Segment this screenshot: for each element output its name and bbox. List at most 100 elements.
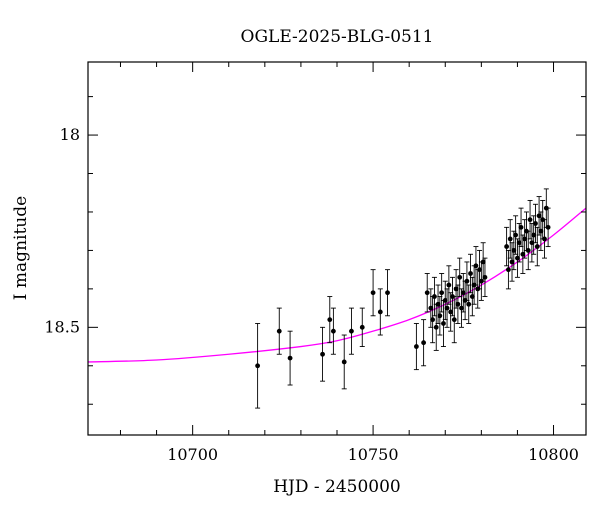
point-marker	[320, 351, 325, 357]
data-point	[448, 292, 454, 332]
point-marker	[473, 263, 479, 269]
point-marker	[442, 298, 448, 303]
point-marker	[444, 305, 450, 311]
point-marker	[446, 282, 452, 288]
y-axis-label: I magnitude	[11, 196, 31, 300]
data-point	[511, 230, 517, 271]
point-marker	[330, 328, 336, 334]
data-point	[385, 269, 391, 317]
data-point	[453, 269, 459, 309]
point-marker	[424, 290, 430, 296]
data-point	[529, 223, 535, 263]
point-marker	[377, 309, 383, 315]
data-point	[514, 238, 520, 278]
point-marker	[451, 317, 457, 323]
data-point	[413, 323, 419, 371]
point-marker	[327, 317, 333, 323]
point-marker	[518, 224, 524, 230]
data-point	[527, 199, 533, 240]
point-marker	[413, 344, 419, 349]
point-marker	[520, 251, 526, 257]
point-marker	[534, 244, 540, 249]
data-point	[507, 219, 513, 259]
point-marker	[359, 324, 365, 330]
point-marker	[453, 286, 459, 292]
data-point	[327, 296, 333, 344]
data-point	[330, 307, 336, 355]
point-marker	[513, 232, 519, 238]
point-marker	[511, 248, 517, 253]
data-point	[459, 288, 464, 328]
data-point	[440, 299, 446, 348]
point-marker	[287, 355, 293, 361]
axis-ticks: 10700 10750 10800 18 18.5 19	[44, 62, 586, 512]
point-marker	[538, 228, 544, 234]
data-point	[468, 253, 474, 294]
data-point	[276, 307, 282, 355]
point-marker	[482, 274, 488, 280]
point-marker	[457, 274, 463, 280]
point-marker	[533, 221, 538, 226]
data-point	[287, 330, 293, 386]
point-marker	[466, 301, 472, 307]
data-point	[348, 307, 354, 355]
point-marker	[428, 305, 434, 311]
point-marker	[529, 240, 535, 246]
point-marker	[531, 232, 537, 238]
point-marker	[477, 267, 482, 273]
point-marker	[469, 294, 475, 299]
point-marker	[341, 359, 347, 365]
data-point	[480, 242, 486, 282]
point-marker	[448, 309, 454, 315]
data-point	[439, 273, 445, 313]
point-marker	[509, 259, 515, 265]
point-marker	[507, 236, 513, 242]
data-point	[430, 296, 436, 344]
point-marker	[460, 290, 466, 296]
chart-title: OGLE-2025-BLG-0511	[241, 27, 434, 47]
model-curve-layer	[88, 207, 586, 363]
data-point	[460, 273, 466, 313]
data-point	[464, 261, 470, 301]
x-tick-label: 10700	[167, 445, 218, 464]
point-marker	[468, 271, 473, 276]
point-marker	[545, 224, 551, 230]
data-point	[505, 249, 511, 290]
data-point	[520, 234, 526, 274]
data-point	[457, 257, 463, 298]
point-marker	[480, 259, 486, 265]
point-marker	[515, 255, 520, 261]
data-point	[482, 257, 488, 298]
point-marker	[506, 267, 511, 273]
point-marker	[255, 363, 261, 369]
data-point	[504, 226, 510, 267]
point-marker	[464, 278, 470, 284]
data-point	[431, 276, 437, 317]
y-tick-label: 18.5	[44, 317, 80, 336]
y-tick-label: 19	[60, 510, 80, 512]
data-point	[473, 246, 479, 286]
data-point	[370, 269, 376, 317]
data-point	[424, 273, 430, 313]
data-point	[433, 303, 439, 351]
model-curve	[88, 207, 586, 363]
plot-frame	[87, 61, 587, 436]
data-point	[421, 319, 427, 367]
data-point	[320, 326, 326, 382]
point-marker	[459, 305, 464, 311]
point-marker	[439, 290, 445, 296]
data-point	[359, 307, 365, 348]
data-point	[341, 334, 347, 390]
point-marker	[525, 248, 531, 253]
point-marker	[542, 236, 547, 242]
data-points-layer	[255, 188, 551, 409]
point-marker	[536, 213, 542, 219]
x-tick-label: 10800	[528, 445, 579, 464]
data-point	[545, 207, 551, 248]
data-point	[377, 288, 383, 336]
data-point	[522, 219, 528, 259]
point-marker	[433, 324, 439, 330]
point-marker	[432, 294, 437, 299]
point-marker	[385, 290, 390, 296]
data-point	[525, 230, 531, 271]
